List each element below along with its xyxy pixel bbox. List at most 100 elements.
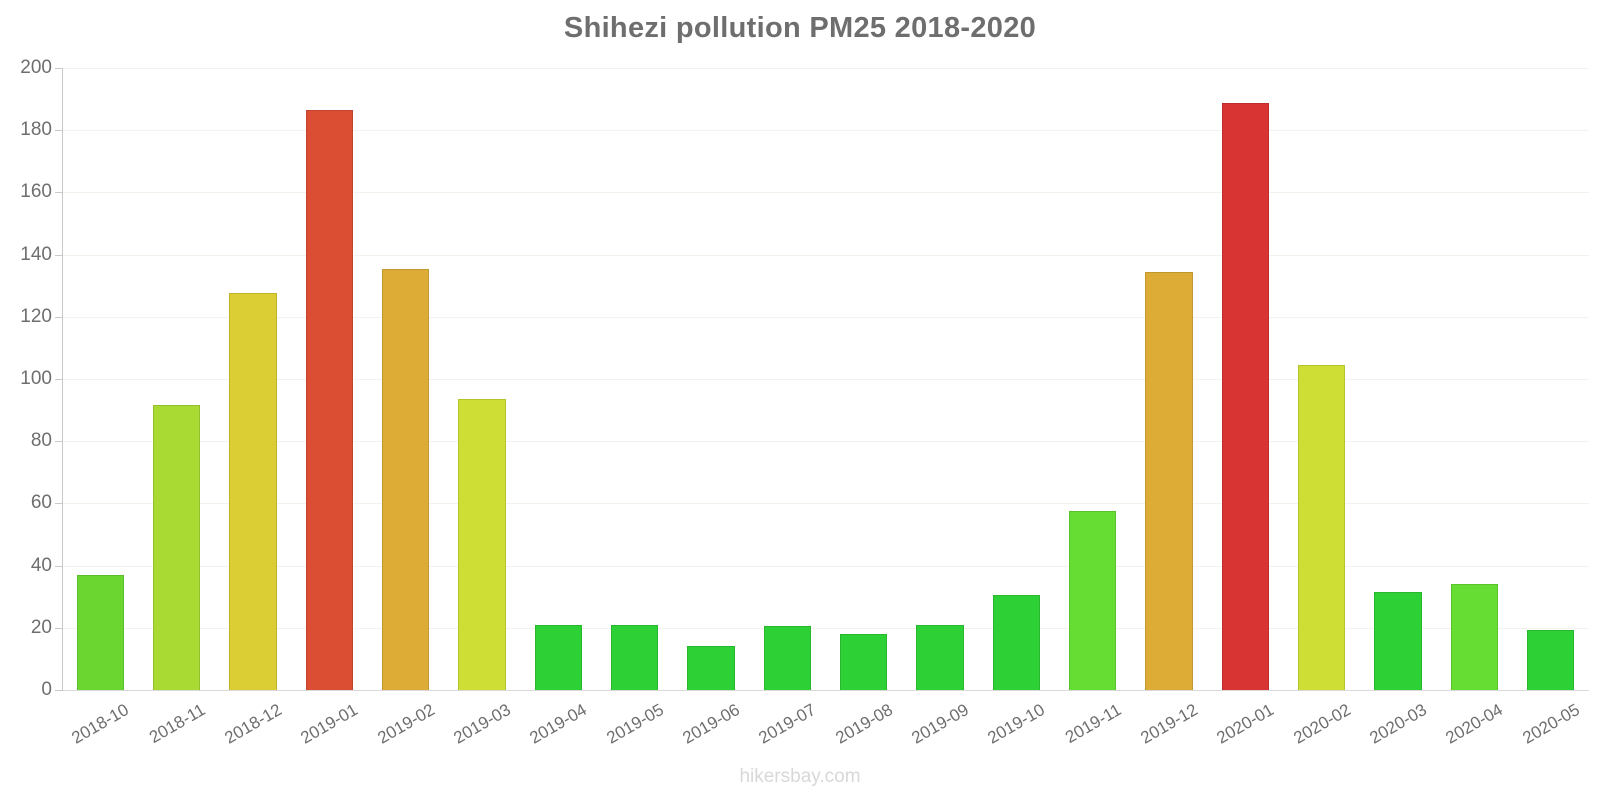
gridline-120 bbox=[62, 316, 1589, 318]
y-axis-tick-label: 100 bbox=[20, 368, 52, 389]
y-axis-tick-label: 200 bbox=[20, 57, 52, 78]
y-axis-tick-mark bbox=[55, 690, 63, 691]
bar-slot bbox=[673, 68, 749, 690]
gridline-160 bbox=[62, 192, 1589, 194]
x-axis-tick-label-2019-01: 2019-01 bbox=[297, 700, 362, 748]
y-axis-tick-mark bbox=[55, 192, 63, 193]
bar-2019-09[interactable] bbox=[916, 624, 964, 690]
bar-slot bbox=[1131, 68, 1207, 690]
gridline-0 bbox=[62, 690, 1589, 691]
x-label-slot: 2019-05 bbox=[596, 692, 672, 762]
y-axis-tick-label: 20 bbox=[30, 616, 52, 638]
bar-slot bbox=[520, 68, 596, 690]
bar-slot bbox=[1207, 68, 1283, 690]
bar-2019-02[interactable] bbox=[381, 268, 430, 690]
x-axis-tick-label-2019-04: 2019-04 bbox=[526, 700, 591, 748]
x-label-slot: 2018-12 bbox=[215, 692, 291, 762]
x-axis-tick-label-2019-11: 2019-11 bbox=[1061, 700, 1125, 748]
x-label-slot: 2019-12 bbox=[1131, 692, 1207, 762]
x-label-slot: 2019-08 bbox=[825, 692, 901, 762]
bar-2019-11[interactable] bbox=[1068, 510, 1117, 690]
y-axis-tick-mark bbox=[55, 503, 63, 504]
gridline-140 bbox=[62, 254, 1589, 256]
bar-slot bbox=[1360, 68, 1436, 690]
gridline-200 bbox=[62, 68, 1589, 69]
bar-slot bbox=[444, 68, 520, 690]
x-label-slot: 2019-09 bbox=[902, 692, 978, 762]
bar-slot bbox=[138, 68, 214, 690]
x-label-slot: 2019-10 bbox=[978, 692, 1054, 762]
y-axis-tick-label: 140 bbox=[20, 243, 52, 265]
x-axis-tick-label-2019-05: 2019-05 bbox=[603, 700, 667, 748]
bar-slot bbox=[1436, 68, 1512, 690]
gridlines bbox=[62, 68, 1589, 691]
y-axis-tick-label: 180 bbox=[20, 119, 52, 141]
x-label-slot: 2019-11 bbox=[1054, 692, 1130, 762]
bar-2019-12[interactable] bbox=[1145, 271, 1193, 690]
gridline-60 bbox=[62, 503, 1589, 505]
bar-2019-05[interactable] bbox=[610, 624, 659, 690]
bar-2020-03[interactable] bbox=[1374, 592, 1422, 690]
bar-slot bbox=[215, 68, 291, 690]
bar-2018-10[interactable] bbox=[76, 574, 124, 690]
y-axis-tick-mark bbox=[55, 255, 63, 256]
bar-2018-12[interactable] bbox=[229, 293, 277, 690]
bar-2019-07[interactable] bbox=[763, 625, 811, 690]
plot-area bbox=[62, 68, 1589, 691]
x-axis-tick-label-2020-05: 2020-05 bbox=[1519, 700, 1583, 748]
bar-slot bbox=[596, 68, 672, 690]
bar-2020-05[interactable] bbox=[1527, 629, 1575, 690]
bar-2019-06[interactable] bbox=[687, 645, 735, 690]
x-label-slot: 2020-02 bbox=[1284, 692, 1360, 762]
x-axis-tick-label-2018-10: 2018-10 bbox=[68, 700, 133, 748]
x-label-slot: 2019-03 bbox=[444, 692, 520, 762]
x-axis-tick-label-2019-10: 2019-10 bbox=[984, 700, 1049, 748]
x-label-slot: 2019-07 bbox=[749, 692, 825, 762]
bar-2019-04[interactable] bbox=[534, 625, 582, 690]
gridline-40 bbox=[62, 565, 1589, 567]
x-axis-tick-label-2019-03: 2019-03 bbox=[450, 700, 514, 748]
bar-slot bbox=[978, 68, 1054, 690]
bar-2019-03[interactable] bbox=[458, 399, 506, 690]
x-label-slot: 2019-01 bbox=[291, 692, 367, 762]
x-axis-tick-label-2020-03: 2020-03 bbox=[1366, 700, 1430, 748]
y-axis-tick-mark bbox=[55, 317, 63, 318]
y-axis-tick-label: 80 bbox=[30, 430, 52, 452]
bar-slot bbox=[902, 68, 978, 690]
y-axis-tick-label: 120 bbox=[20, 305, 52, 327]
bars-container bbox=[62, 68, 1589, 690]
bar-2020-01[interactable] bbox=[1221, 103, 1269, 690]
x-axis-tick-label-2018-11: 2018-11 bbox=[145, 700, 209, 748]
x-axis-tick-label-2019-12: 2019-12 bbox=[1137, 700, 1201, 748]
x-axis-tick-label-2019-06: 2019-06 bbox=[679, 700, 743, 748]
x-label-slot: 2020-05 bbox=[1513, 692, 1589, 762]
bar-slot bbox=[1513, 68, 1589, 690]
y-axis-tick-mark bbox=[55, 628, 63, 629]
bar-2018-11[interactable] bbox=[152, 405, 201, 690]
gridline-180 bbox=[62, 130, 1589, 132]
x-label-slot: 2020-04 bbox=[1436, 692, 1512, 762]
y-axis-tick-mark bbox=[55, 130, 63, 131]
bar-slot bbox=[825, 68, 901, 690]
y-axis-tick-mark bbox=[55, 441, 63, 442]
bar-2020-02[interactable] bbox=[1298, 365, 1346, 690]
y-axis-tick-mark bbox=[55, 68, 63, 69]
bar-2019-08[interactable] bbox=[839, 634, 888, 690]
bar-slot bbox=[367, 68, 443, 690]
x-label-slot: 2020-01 bbox=[1207, 692, 1283, 762]
bar-2019-01[interactable] bbox=[305, 110, 353, 690]
x-label-slot: 2018-11 bbox=[138, 692, 214, 762]
bar-2020-04[interactable] bbox=[1450, 584, 1499, 690]
x-axis-tick-label-2018-12: 2018-12 bbox=[221, 700, 285, 748]
x-label-slot: 2019-04 bbox=[520, 692, 596, 762]
bar-2019-10[interactable] bbox=[992, 595, 1040, 690]
bar-slot bbox=[1054, 68, 1130, 690]
x-axis-tick-label-2020-04: 2020-04 bbox=[1442, 700, 1507, 748]
gridline-100 bbox=[62, 379, 1589, 380]
y-axis-tick-label: 60 bbox=[30, 492, 52, 514]
x-label-slot: 2019-06 bbox=[673, 692, 749, 762]
y-axis-tick-mark bbox=[55, 566, 63, 567]
x-axis-labels: 2018-10 2018-11 2018-12 2019-01 2019-02 2019-… bbox=[62, 692, 1589, 762]
bar-slot bbox=[749, 68, 825, 690]
x-axis-tick-label-2020-01: 2020-01 bbox=[1213, 700, 1278, 748]
